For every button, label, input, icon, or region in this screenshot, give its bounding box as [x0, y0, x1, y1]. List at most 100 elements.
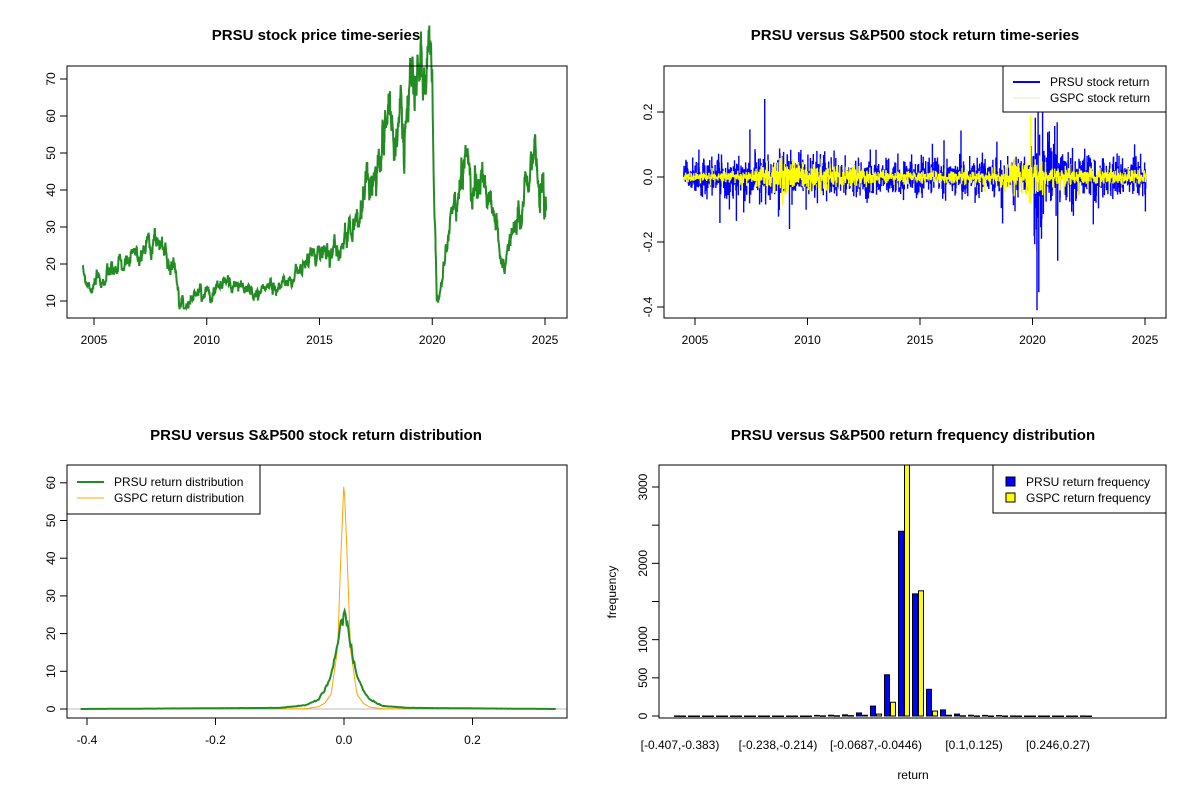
- y-tick-label: 0.0: [641, 168, 655, 185]
- x-tick-label: 0.0: [336, 733, 353, 747]
- bar-gspc: [764, 715, 770, 717]
- bar-prsu: [800, 715, 806, 717]
- x-category-label: [0.1,0.125): [945, 738, 1002, 752]
- bar-gspc: [1002, 715, 1008, 717]
- x-tick-label: 2015: [306, 333, 333, 347]
- bar-gspc: [736, 715, 742, 717]
- y-tick-label: 0: [636, 712, 650, 719]
- bar-prsu: [744, 715, 750, 717]
- bar-prsu: [1038, 715, 1044, 717]
- bar-gspc: [806, 715, 812, 717]
- y-tick-label: 10: [44, 664, 58, 678]
- bar-prsu: [870, 705, 876, 717]
- bar-gspc: [1086, 715, 1092, 717]
- bar-prsu: [772, 715, 778, 717]
- y-tick-label: 30: [44, 220, 58, 234]
- bar-prsu: [786, 715, 792, 717]
- plot-frame-price: [66, 65, 568, 319]
- x-tick-label: 2010: [794, 333, 821, 347]
- bar-prsu: [1066, 715, 1072, 717]
- legend-label: GSPC stock return: [1050, 91, 1150, 105]
- y-tick-label: 3000: [636, 473, 650, 500]
- bar-prsu: [828, 714, 834, 717]
- bar-gspc: [1016, 715, 1022, 717]
- bar-gspc: [946, 714, 952, 717]
- bar-prsu: [996, 715, 1002, 717]
- bar-prsu: [758, 715, 764, 717]
- bar-gspc: [722, 715, 728, 717]
- chart-title-frequency: PRSU versus S&P500 return frequency dist…: [731, 427, 1095, 444]
- bar-gspc: [1044, 715, 1050, 717]
- bar-gspc: [694, 715, 700, 717]
- bar-group: [674, 465, 1092, 717]
- bar-prsu: [940, 709, 946, 717]
- legend-swatch-gspc: [1005, 492, 1016, 503]
- legend-box: [1002, 65, 1167, 113]
- bar-gspc: [960, 715, 966, 717]
- bar-prsu: [1010, 715, 1016, 717]
- x-tick-label: 2005: [81, 333, 108, 347]
- bar-prsu: [1052, 715, 1058, 717]
- bar-prsu: [898, 530, 904, 717]
- x-tick-label: 2025: [1132, 333, 1159, 347]
- x-tick-label: -0.2: [205, 733, 226, 747]
- y-tick-label: 50: [44, 146, 58, 160]
- bar-gspc: [988, 715, 994, 717]
- bar-gspc: [974, 715, 980, 717]
- x-tick-label: 2025: [532, 333, 559, 347]
- y-tick-label: 20: [44, 627, 58, 641]
- x-tick-label: -0.4: [77, 733, 98, 747]
- bar-prsu: [702, 715, 708, 717]
- bar-prsu: [1080, 715, 1086, 717]
- x-category-label: [0.246,0.27): [1026, 738, 1090, 752]
- x-tick-label: 2015: [907, 333, 934, 347]
- gspc-return-series: [683, 115, 1147, 205]
- legend-label: GSPC return frequency: [1026, 491, 1151, 505]
- x-tick-label: 2005: [682, 333, 709, 347]
- x-tick-label: 2020: [419, 333, 446, 347]
- bar-gspc: [876, 713, 882, 717]
- y-tick-label: 40: [44, 551, 58, 565]
- bar-gspc: [918, 590, 924, 717]
- chart-title-price: PRSU stock price time-series: [212, 27, 420, 44]
- bar-gspc: [680, 715, 686, 717]
- legend-label: PRSU stock return: [1050, 75, 1149, 89]
- y-tick-label: -0.2: [641, 231, 655, 252]
- chart-title-distribution: PRSU versus S&P500 stock return distribu…: [150, 427, 482, 444]
- x-tick-label: 0.2: [464, 733, 481, 747]
- bar-gspc: [708, 715, 714, 717]
- legend-swatch-prsu: [1005, 476, 1016, 487]
- bar-gspc: [1058, 715, 1064, 717]
- y-tick-label: 60: [44, 109, 58, 123]
- bar-gspc: [932, 710, 938, 717]
- y-tick-label: 500: [636, 668, 650, 688]
- bar-prsu: [912, 593, 918, 717]
- prsu-return-line: [683, 99, 1147, 311]
- x-category-label: [-0.0687,-0.0446): [830, 738, 922, 752]
- legend-box: [66, 464, 261, 515]
- plot-frame-frequency: [658, 464, 1167, 719]
- y-tick-label: 20: [44, 257, 58, 271]
- bar-prsu: [716, 715, 722, 717]
- bar-prsu: [730, 715, 736, 717]
- chart-title-returns: PRSU versus S&P500 stock return time-ser…: [751, 27, 1079, 44]
- prsu-density-line: [80, 607, 556, 710]
- price-line: [81, 25, 548, 311]
- y-tick-label: 2000: [636, 550, 650, 577]
- bar-prsu: [842, 714, 848, 717]
- x-tick-label: 2010: [193, 333, 220, 347]
- y-tick-label: 40: [44, 183, 58, 197]
- legend-box: [992, 464, 1167, 514]
- legend-label: PRSU return distribution: [114, 475, 243, 489]
- y-axis-label-frequency: frequency: [605, 566, 619, 619]
- gspc-density-line: [80, 486, 556, 710]
- y-tick-label: 1000: [636, 626, 650, 653]
- bar-prsu: [856, 712, 862, 717]
- bar-gspc: [1030, 715, 1036, 717]
- bar-prsu: [926, 688, 932, 717]
- legend-label: GSPC return distribution: [114, 491, 244, 505]
- bar-gspc: [834, 715, 840, 717]
- bar-gspc: [848, 715, 854, 717]
- legend-returns: PRSU stock return GSPC stock return: [1002, 65, 1167, 113]
- bar-prsu: [884, 674, 890, 717]
